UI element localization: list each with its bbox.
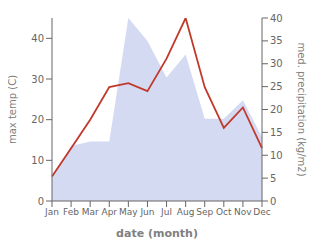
svg-text:20: 20 — [270, 104, 283, 115]
svg-text:10: 10 — [31, 155, 44, 166]
svg-text:Dec: Dec — [253, 207, 270, 217]
svg-text:Sep: Sep — [196, 207, 213, 217]
svg-text:Jun: Jun — [139, 207, 154, 217]
svg-text:Oct: Oct — [216, 207, 232, 217]
svg-text:Feb: Feb — [63, 207, 79, 217]
svg-text:date (month): date (month) — [116, 227, 198, 239]
svg-text:10: 10 — [270, 150, 283, 161]
svg-text:0: 0 — [38, 196, 44, 207]
svg-text:25: 25 — [270, 81, 283, 92]
svg-text:med. precipitation (kg/m2): med. precipitation (kg/m2) — [296, 42, 307, 176]
svg-text:40: 40 — [270, 13, 283, 24]
svg-text:20: 20 — [31, 114, 44, 125]
svg-text:40: 40 — [31, 33, 44, 44]
svg-text:15: 15 — [270, 127, 283, 138]
svg-text:35: 35 — [270, 35, 283, 46]
svg-text:0: 0 — [270, 196, 276, 207]
svg-text:Jan: Jan — [44, 207, 59, 217]
svg-text:5: 5 — [270, 173, 276, 184]
svg-text:Mar: Mar — [82, 207, 99, 217]
svg-text:30: 30 — [31, 74, 44, 85]
svg-text:Apr: Apr — [101, 207, 117, 217]
svg-text:Nov: Nov — [234, 207, 252, 217]
svg-text:Jul: Jul — [160, 207, 172, 217]
svg-text:max temp (C): max temp (C) — [8, 75, 18, 144]
svg-text:Aug: Aug — [177, 207, 195, 217]
svg-text:30: 30 — [270, 58, 283, 69]
svg-text:May: May — [119, 207, 138, 217]
